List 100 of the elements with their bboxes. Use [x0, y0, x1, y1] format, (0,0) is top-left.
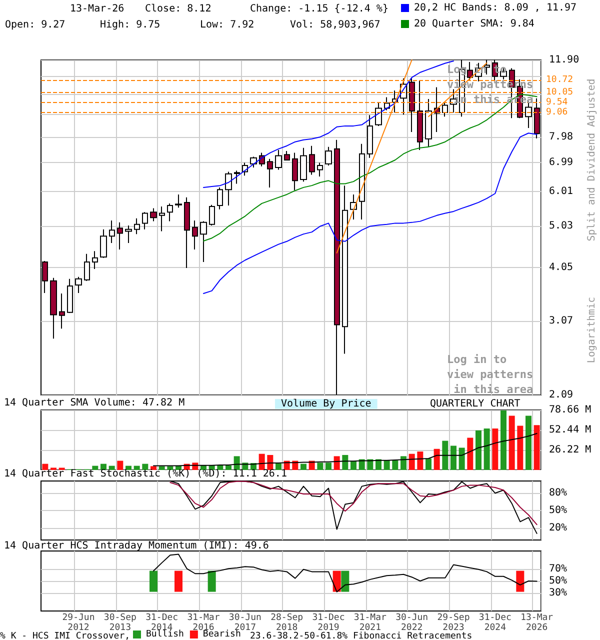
- bar: [458, 448, 465, 470]
- candlestick: [92, 250, 98, 270]
- chart-title: 14 Quarter HCS Intraday Momentum (IMI): 49.6: [4, 540, 269, 552]
- y-tick-label: 78.66 M: [549, 404, 592, 416]
- y-tick-label: 6.01: [549, 186, 574, 198]
- y-tick-label: 50%: [549, 576, 568, 586]
- candlestick: [325, 146, 332, 166]
- bar: [467, 438, 474, 470]
- text: 23.6-38.2-50-61.8% Fibonacci Retracements: [250, 632, 472, 640]
- candlestick: [442, 102, 448, 118]
- candlestick: [167, 202, 173, 222]
- candlestick: [375, 102, 382, 126]
- bar: [376, 459, 382, 470]
- x-tick-label: 30-Sep 2013: [104, 613, 136, 633]
- x-tick-label: 31-Mar 2021: [354, 613, 387, 633]
- bar: [434, 448, 440, 470]
- x-tick-label: 31-Dec 2024: [478, 613, 512, 633]
- y-tick-label: 6.99: [549, 156, 574, 168]
- x-tick-label: 13-Mar 2026: [520, 613, 554, 633]
- line-series: [153, 433, 538, 466]
- candlestick: [359, 143, 365, 220]
- bar: [358, 459, 365, 470]
- candlestick: [234, 170, 240, 184]
- candlestick: [250, 156, 257, 168]
- y-tick-label: 26.22 M: [549, 444, 592, 456]
- bar: [408, 454, 415, 470]
- bar: [417, 452, 424, 470]
- bar: [492, 428, 498, 470]
- bar: [442, 440, 448, 470]
- bar: [317, 462, 324, 470]
- candlestick: [109, 220, 115, 244]
- candlestick: [209, 204, 215, 226]
- bar: [392, 460, 398, 470]
- y-axis-title: Split and Dividend Adjusted: [586, 78, 598, 242]
- candlestick: [150, 208, 157, 222]
- candlestick: [100, 228, 107, 258]
- bar: [234, 456, 240, 470]
- text: Volume By Price: [281, 398, 372, 410]
- bar: [126, 466, 132, 470]
- legend-label: 20,2 HC Bands: 8.09 , 11.97: [414, 2, 577, 14]
- candlestick: [275, 149, 282, 170]
- y-tick-label: 52.44 M: [549, 424, 592, 436]
- y-tick-label: 20%: [549, 522, 568, 534]
- bar: [517, 426, 524, 470]
- text: Logarithmic: [586, 296, 598, 364]
- bar: [258, 454, 265, 470]
- bar: [400, 456, 406, 470]
- bar: [217, 465, 224, 470]
- bar: [342, 454, 348, 470]
- text: QUARTERLY CHART: [430, 398, 520, 410]
- candlestick: [267, 158, 273, 188]
- candlestick: [384, 96, 390, 111]
- ref-line-label: 9.06: [546, 108, 568, 118]
- candlestick: [59, 293, 65, 330]
- bar: [450, 446, 456, 470]
- candlestick: [134, 218, 140, 235]
- bar: [367, 459, 374, 470]
- candlestick: [75, 276, 82, 294]
- y-tick-label: 2.09: [549, 390, 574, 400]
- bar: [500, 410, 506, 470]
- bar: [350, 462, 356, 470]
- bar: [384, 460, 390, 470]
- bar: [92, 466, 98, 470]
- candlestick: [217, 186, 223, 210]
- candlestick: [467, 61, 473, 81]
- candlestick: [317, 162, 323, 177]
- candlestick: [225, 171, 232, 206]
- chart-title: 14 Quarter SMA Volume: 47.82 M: [4, 398, 185, 408]
- candlestick: [175, 194, 182, 208]
- bar: [484, 428, 490, 470]
- candlestick: [342, 185, 348, 354]
- bar: [42, 464, 48, 470]
- bar: [534, 425, 540, 470]
- text: Vol: 58,903,967: [290, 20, 380, 30]
- bar: [300, 464, 306, 470]
- candlestick: [309, 145, 315, 176]
- candlestick: [425, 98, 432, 148]
- candlestick: [117, 222, 123, 250]
- candlestick: [200, 220, 207, 262]
- bar: [108, 466, 115, 470]
- text: Open: 9.27: [5, 20, 66, 30]
- bar: [508, 416, 515, 470]
- y-tick-label: 70%: [549, 564, 568, 574]
- text: 13-Mar-26: [70, 4, 124, 14]
- bar: [276, 463, 282, 470]
- text: High: 9.75: [100, 20, 160, 30]
- ref-line-label: 9.54: [546, 98, 568, 108]
- candlestick: [367, 114, 373, 158]
- candlestick: [125, 224, 132, 244]
- candlestick: [192, 220, 198, 250]
- candlestick: [409, 78, 415, 132]
- chart-title: 14 Quarter Fast Stochastic (%K) (%D): 11.1 26.1: [4, 468, 287, 480]
- bar: [142, 464, 148, 470]
- line-series: [170, 480, 538, 526]
- text: Change: -1.15 {-12.4 %}: [250, 4, 388, 14]
- y-tick-label: 4.05: [549, 262, 574, 274]
- bar: [426, 458, 432, 470]
- x-tick-label: 29-Jun 2012: [62, 613, 95, 633]
- bar: [326, 462, 332, 470]
- ref-line-label: 10.72: [546, 75, 574, 86]
